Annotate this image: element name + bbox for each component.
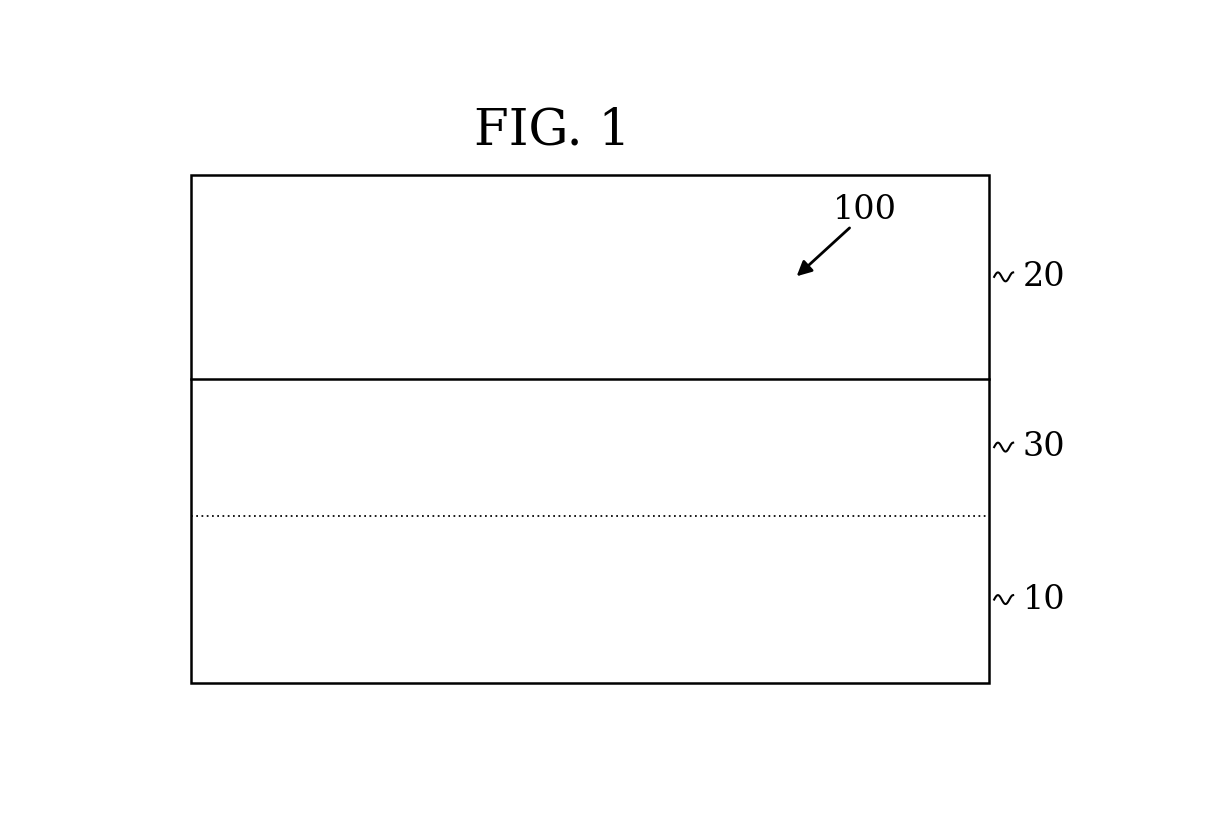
Text: 10: 10 bbox=[1022, 583, 1065, 615]
Text: 100: 100 bbox=[832, 194, 896, 226]
Text: 20: 20 bbox=[1022, 261, 1065, 293]
Text: 30: 30 bbox=[1022, 431, 1065, 463]
Text: FIG. 1: FIG. 1 bbox=[474, 106, 630, 155]
Bar bbox=[191, 175, 989, 683]
